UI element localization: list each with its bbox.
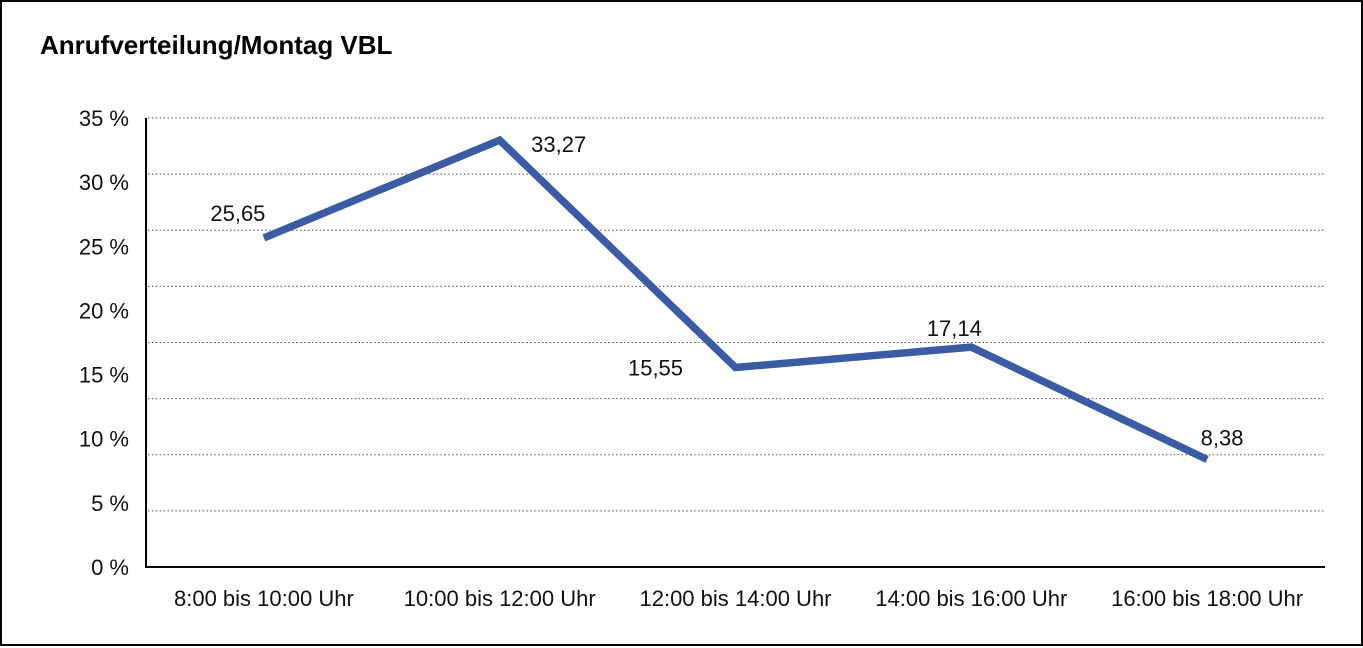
y-axis-tick-label: 15 % (79, 363, 129, 388)
chart-title: Anrufverteilung/Montag VBL (40, 30, 393, 60)
data-point-label: 15,55 (628, 356, 683, 381)
y-axis-tick-label: 25 % (79, 234, 129, 259)
y-axis-tick-label: 0 % (91, 555, 129, 580)
x-axis-category-label: 14:00 bis 16:00 Uhr (875, 586, 1067, 611)
data-point-label: 8,38 (1201, 425, 1244, 450)
y-axis-tick-label: 20 % (79, 298, 129, 323)
y-axis-tick-label: 10 % (79, 427, 129, 452)
data-point-label: 33,27 (531, 132, 586, 157)
x-axis-category-label: 8:00 bis 10:00 Uhr (174, 586, 354, 611)
y-axis-tick-label: 30 % (79, 170, 129, 195)
x-axis-category-label: 12:00 bis 14:00 Uhr (639, 586, 831, 611)
x-axis-category-label: 10:00 bis 12:00 Uhr (404, 586, 596, 611)
y-axis-tick-label: 5 % (91, 491, 129, 516)
data-point-label: 17,14 (927, 316, 982, 341)
y-axis-tick-label: 35 % (79, 106, 129, 131)
data-point-label: 25,65 (210, 201, 265, 226)
data-line (262, 135, 1209, 463)
x-axis-category-label: 16:00 bis 18:00 Uhr (1111, 586, 1303, 611)
